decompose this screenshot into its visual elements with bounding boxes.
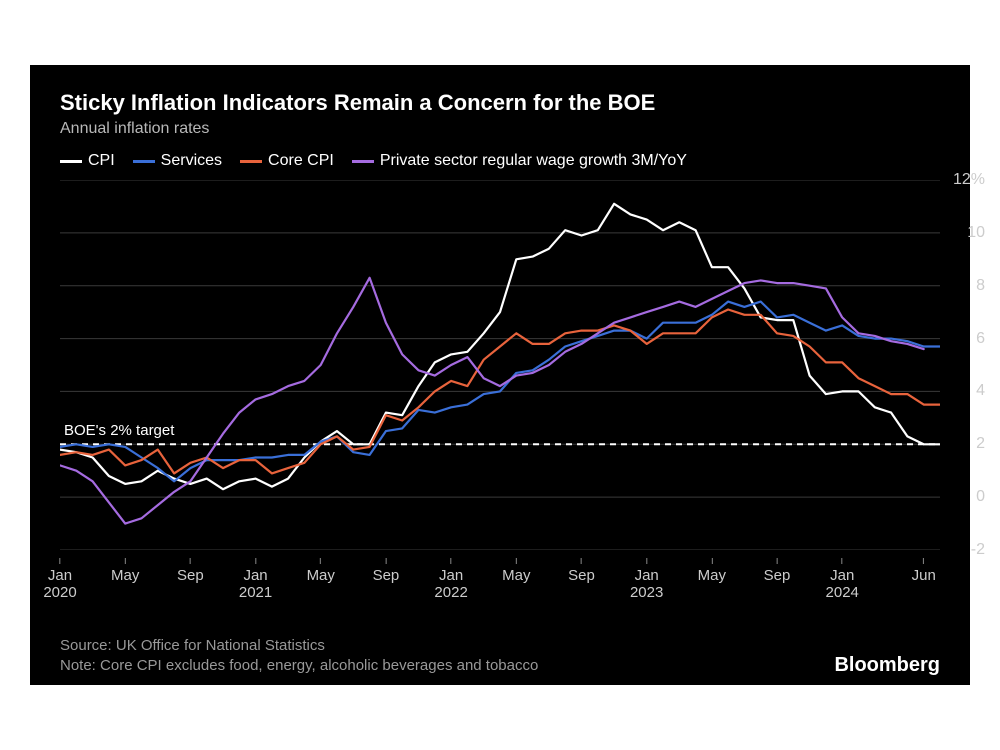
x-tick-month: Jan (239, 567, 272, 584)
x-tick-month: Sep (764, 567, 791, 584)
legend-label: Private sector regular wage growth 3M/Yo… (380, 152, 687, 170)
x-tick: Jan2024 (826, 558, 859, 601)
source-text: Source: UK Office for National Statistic… (60, 636, 538, 677)
target-annotation: BOE's 2% target (64, 422, 174, 439)
legend-swatch (60, 160, 82, 163)
legend-item: Core CPI (240, 152, 334, 170)
x-tick-month: Jun (912, 567, 936, 584)
legend-swatch (133, 160, 155, 163)
y-tick-label: 0 (976, 488, 985, 506)
x-tick-month: Jan (630, 567, 663, 584)
y-tick-label: -2 (971, 541, 985, 559)
x-tick: Sep (568, 558, 595, 584)
legend-swatch (352, 160, 374, 163)
legend: CPI Services Core CPI Private sector regula… (60, 152, 940, 170)
legend-label: CPI (88, 152, 115, 170)
x-tick-year: 2021 (239, 584, 272, 601)
x-tick: Jan2022 (434, 558, 467, 601)
x-tick-month: Sep (568, 567, 595, 584)
legend-label: Core CPI (268, 152, 334, 170)
chart-container: Sticky Inflation Indicators Remain a Con… (30, 65, 970, 685)
x-tick: Jan2021 (239, 558, 272, 601)
x-tick: Sep (373, 558, 400, 584)
x-tick-month: Jan (43, 567, 76, 584)
y-tick-label: 10 (967, 224, 985, 242)
y-tick-label: 8 (976, 277, 985, 295)
x-tick-year: 2022 (434, 584, 467, 601)
x-tick: Jun (912, 558, 936, 584)
x-tick: Sep (764, 558, 791, 584)
chart-title: Sticky Inflation Indicators Remain a Con… (60, 90, 940, 116)
x-tick-month: May (502, 567, 530, 584)
x-tick-month: Sep (177, 567, 204, 584)
x-tick: May (307, 558, 335, 584)
x-axis: Jan2020MaySepJan2021MaySepJan2022MaySepJ… (60, 558, 940, 608)
legend-item: Services (133, 152, 222, 170)
y-tick-label: 2 (976, 435, 985, 453)
x-tick-month: Jan (826, 567, 859, 584)
footer: Source: UK Office for National Statistic… (60, 636, 940, 677)
y-tick-label: 12% (953, 171, 985, 189)
x-tick: May (698, 558, 726, 584)
chart-subtitle: Annual inflation rates (60, 120, 940, 138)
legend-swatch (240, 160, 262, 163)
x-tick-month: Jan (434, 567, 467, 584)
brand-logo: Bloomberg (834, 654, 940, 677)
y-tick-label: 4 (976, 382, 985, 400)
x-tick-month: May (307, 567, 335, 584)
x-tick: Jan2023 (630, 558, 663, 601)
y-tick-label: 6 (976, 330, 985, 348)
note-line: Note: Core CPI excludes food, energy, al… (60, 656, 538, 676)
chart-svg (60, 180, 940, 550)
x-tick-month: May (111, 567, 139, 584)
x-tick-year: 2020 (43, 584, 76, 601)
x-tick: Sep (177, 558, 204, 584)
plot-area: -2024681012% BOE's 2% target (60, 180, 940, 550)
x-tick: May (502, 558, 530, 584)
x-tick-year: 2024 (826, 584, 859, 601)
legend-label: Services (161, 152, 222, 170)
x-tick-month: May (698, 567, 726, 584)
source-line: Source: UK Office for National Statistic… (60, 636, 538, 656)
legend-item: Private sector regular wage growth 3M/Yo… (352, 152, 687, 170)
x-tick: Jan2020 (43, 558, 76, 601)
legend-item: CPI (60, 152, 115, 170)
x-tick: May (111, 558, 139, 584)
x-tick-year: 2023 (630, 584, 663, 601)
x-tick-month: Sep (373, 567, 400, 584)
